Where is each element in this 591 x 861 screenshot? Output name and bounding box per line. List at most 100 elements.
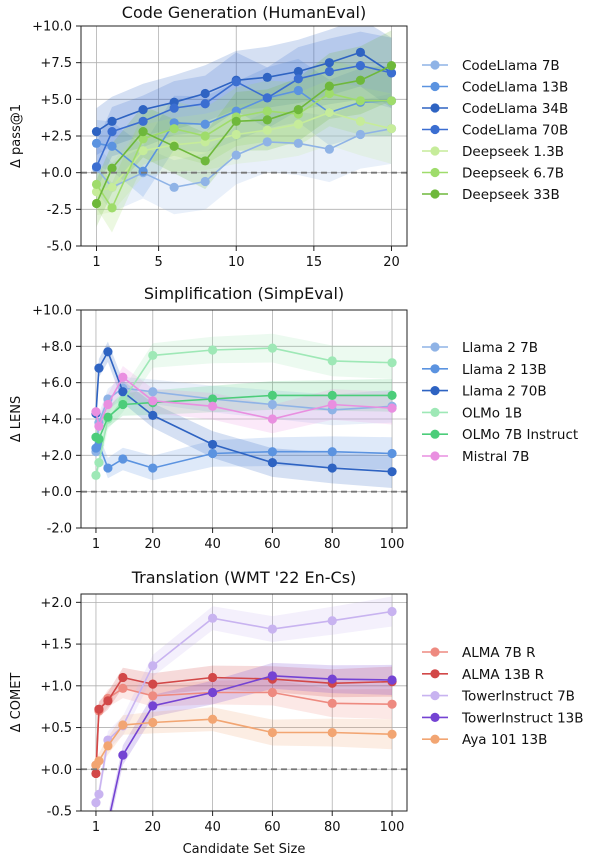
data-point	[386, 61, 397, 71]
data-point	[262, 115, 272, 125]
confidence-band	[96, 366, 392, 436]
legend-marker	[430, 167, 440, 178]
data-point	[386, 68, 397, 78]
y-tick-label: +1.5	[40, 638, 72, 653]
chart-title: Simplification (SimpEval)	[144, 284, 344, 303]
legend-label: ALMA 7B R	[462, 645, 535, 661]
legend-item: CodeLlama 34B	[422, 101, 568, 117]
data-point	[94, 363, 104, 373]
plot-area	[91, 26, 397, 233]
plot-area	[91, 333, 397, 488]
data-point	[118, 750, 128, 760]
data-point	[293, 138, 303, 148]
y-tick-label: -2.0	[47, 522, 72, 537]
data-point	[327, 616, 337, 626]
legend-label: OLMo 7B Instruct	[462, 427, 578, 443]
data-point	[138, 146, 148, 156]
data-point	[262, 125, 272, 135]
confidence-band	[96, 596, 392, 810]
data-point	[138, 116, 148, 126]
y-tick-label: +0.0	[40, 166, 72, 181]
x-tick-label: 5	[154, 255, 162, 270]
y-tick-label: +6.0	[40, 376, 72, 391]
legend-item: CodeLlama 13B	[422, 80, 568, 96]
data-point	[355, 116, 366, 126]
legend-label: Aya 101 13B	[462, 732, 547, 748]
data-point	[118, 454, 128, 464]
data-point	[293, 119, 303, 129]
legend-label: ALMA 13B R	[462, 667, 544, 683]
data-point	[387, 729, 397, 739]
data-point	[169, 182, 179, 192]
data-point	[148, 410, 158, 420]
data-point	[387, 467, 397, 477]
confidence-band	[96, 707, 392, 772]
legend-label: Deepseek 1.3B	[462, 144, 564, 160]
legend-marker	[430, 691, 440, 701]
data-point	[94, 434, 104, 444]
data-point	[207, 401, 218, 411]
data-point	[387, 699, 397, 709]
legend-item: Aya 101 13B	[422, 732, 547, 748]
data-point	[138, 166, 148, 176]
data-point	[107, 163, 117, 173]
confidence-band	[96, 58, 392, 198]
legend-label: OLMo 1B	[462, 405, 522, 421]
x-tick-label: 1	[92, 255, 100, 270]
data-point	[231, 129, 241, 140]
data-point	[327, 356, 337, 366]
data-point	[103, 347, 113, 357]
data-point	[207, 687, 218, 698]
data-point	[169, 141, 179, 151]
x-tick-label: 40	[204, 820, 221, 835]
data-point	[231, 116, 241, 126]
data-point	[148, 717, 158, 728]
x-tick-label: 100	[380, 537, 405, 552]
legend-marker	[430, 364, 440, 374]
y-tick-label: +5.0	[40, 93, 72, 108]
data-point	[148, 701, 158, 711]
confidence-band	[96, 30, 392, 227]
confidence-band	[96, 333, 392, 484]
data-point	[327, 447, 337, 457]
legend-label: CodeLlama 13B	[462, 80, 568, 96]
data-point	[207, 345, 218, 355]
data-point	[118, 683, 128, 693]
legend: CodeLlama 7B CodeLlama 13B CodeLlama 34B Co…	[422, 58, 568, 203]
legend-marker	[430, 647, 440, 657]
data-point	[386, 96, 397, 106]
data-point	[118, 399, 128, 410]
data-point	[293, 66, 303, 77]
data-point	[169, 124, 179, 134]
data-point	[103, 819, 112, 828]
y-tick-label: +10.0	[32, 304, 72, 319]
legend-item: CodeLlama 7B	[422, 58, 560, 74]
legend: Llama 2 7B Llama 2 13B Llama 2 70B OLMo 1B O…	[422, 340, 578, 465]
panel-3: 1 20 40 60 80 100 -0.5 +0.0 +0.5 +1.0 +1.5 +2.0 Tran…	[9, 568, 584, 857]
y-tick-label: +4.0	[40, 413, 72, 428]
confidence-band	[96, 665, 392, 781]
data-point	[107, 182, 117, 192]
legend-marker	[430, 146, 440, 156]
data-point	[91, 407, 101, 417]
data-point	[387, 390, 397, 400]
axes-frame	[80, 593, 408, 812]
data-point	[138, 127, 148, 137]
data-point	[327, 727, 337, 738]
data-point	[327, 390, 337, 400]
legend-label: Mistral 7B	[462, 449, 529, 465]
legend-item: Deepseek 1.3B	[422, 144, 564, 160]
legend: ALMA 7B R ALMA 13B R TowerInstruct 7B Tower…	[422, 645, 584, 748]
legend-item: OLMo 1B	[422, 405, 522, 421]
y-tick-label: +7.5	[40, 56, 72, 71]
confidence-band	[96, 379, 392, 449]
data-point	[169, 103, 179, 113]
data-point	[103, 412, 113, 422]
legend-item: Llama 2 13B	[422, 362, 547, 378]
y-tick-label: -2.5	[47, 203, 72, 218]
x-tick-label: 100	[380, 820, 405, 835]
data-point	[148, 691, 158, 701]
legend-marker	[430, 60, 440, 70]
data-point	[267, 390, 278, 400]
y-tick-label: +0.0	[40, 763, 72, 778]
